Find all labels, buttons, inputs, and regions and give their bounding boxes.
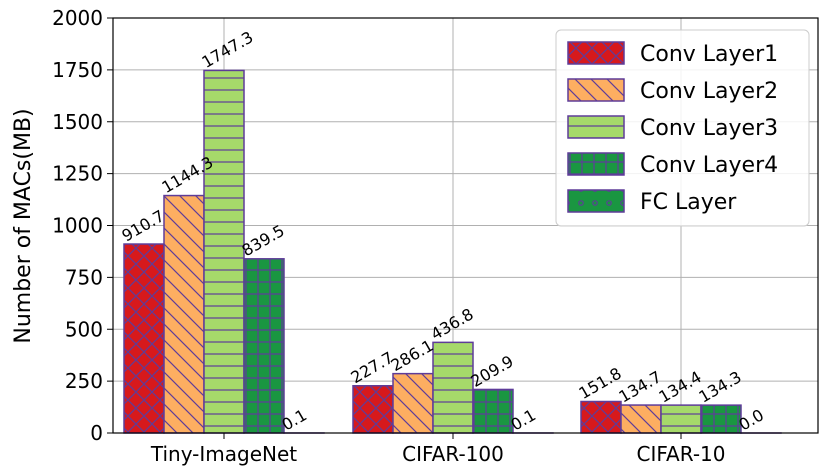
y-tick-label: 1000 [52, 214, 103, 238]
plot-frame [112, 17, 819, 434]
axes: 0 250 500 750 1000 1250 1500 1750 2000 Tiny-Image… [52, 6, 819, 466]
bar-hatch [620, 404, 662, 434]
x-tick-label: CIFAR-10 [637, 442, 726, 466]
bar-hatch [123, 243, 165, 434]
bar-hatch [700, 404, 742, 434]
legend-label: Conv Layer1 [640, 42, 778, 67]
legend-swatch-hatch [567, 41, 625, 65]
bar-hatch [203, 69, 245, 434]
bar-hatch [580, 400, 622, 434]
data-label: 1747.3 [199, 27, 257, 71]
data-label: 436.8 [428, 304, 477, 343]
legend-label: Conv Layer2 [640, 79, 778, 104]
data-label: 209.9 [468, 352, 517, 391]
data-label: 151.8 [576, 364, 625, 403]
y-tick-label: 1750 [52, 58, 103, 82]
data-label: 134.4 [656, 367, 705, 406]
y-tick-label: 1500 [52, 110, 103, 134]
bar-hatch [660, 404, 702, 434]
legend-label: Conv Layer3 [640, 116, 778, 141]
x-tick-label: CIFAR-100 [402, 442, 504, 466]
data-label: 286.1 [388, 336, 437, 375]
y-tick-label: 2000 [52, 6, 103, 30]
y-tick-label: 1250 [52, 162, 103, 186]
legend-swatch-hatch [567, 78, 625, 102]
data-label: 910.7 [119, 206, 168, 245]
bar-hatch [352, 385, 394, 434]
bar-hatch [163, 194, 205, 434]
data-label: 134.7 [616, 367, 665, 406]
y-tick-label: 0 [90, 421, 103, 445]
bar-hatch [472, 388, 514, 434]
bar-hatch [243, 258, 285, 434]
legend: Conv Layer1 Conv Layer2 Conv Layer3 Conv La… [555, 29, 810, 227]
bars [123, 69, 782, 434]
data-label: 839.5 [239, 221, 288, 260]
legend-swatch-hatch [567, 189, 625, 213]
y-axis-label: Number of MACs(MB) [11, 108, 36, 343]
y-tick-label: 500 [65, 317, 103, 341]
legend-label: Conv Layer4 [640, 153, 778, 178]
data-label: 134.3 [696, 367, 745, 406]
y-tick-label: 750 [65, 265, 103, 289]
bar-hatch [432, 341, 474, 434]
y-tick-label: 250 [65, 369, 103, 393]
legend-swatch-hatch [567, 115, 625, 139]
legend-label: FC Layer [640, 190, 737, 215]
legend-swatch-hatch [567, 152, 625, 176]
bar-hatch [392, 372, 434, 434]
x-tick-label: Tiny-ImageNet [150, 442, 297, 466]
